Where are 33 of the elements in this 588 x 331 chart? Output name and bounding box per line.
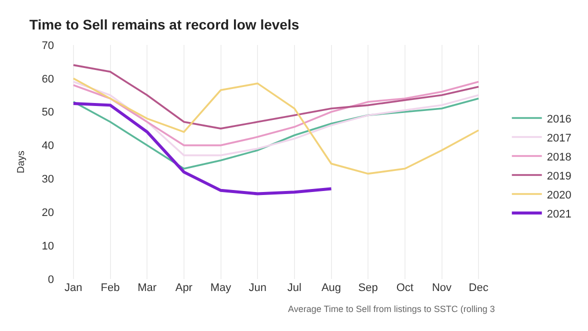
text: Average Time to Sell from listings to SSTC (rolling 3 [288, 304, 495, 314]
x-tick-label: Aug [321, 282, 342, 294]
line-series [72, 64, 480, 130]
x-tick-label: Apr [175, 282, 193, 294]
x-tick-label: Mar [138, 282, 157, 294]
y-tick-label: 40 [42, 140, 54, 152]
legend-label: 2016 [546, 113, 572, 126]
x-tick-label: Dec [468, 282, 489, 294]
x-tick-label: May [210, 282, 232, 294]
legend-label: 2021 [546, 208, 572, 220]
legend-label: 2018 [546, 151, 572, 164]
y-tick-label: 30 [42, 174, 54, 186]
legend-label: 2017 [546, 132, 572, 144]
x-tick-label: Nov [432, 282, 452, 294]
x-tick-label: Sep [358, 282, 378, 294]
y-tick-label: 70 [42, 40, 54, 52]
legend-label: 2020 [546, 189, 572, 202]
line-series [72, 102, 333, 196]
chart-title: Time to Sell remains at record low levels [29, 16, 300, 33]
legend-label: 2019 [546, 170, 572, 182]
x-tick-label: Jul [287, 282, 302, 294]
line-series [72, 98, 480, 170]
line-series [72, 78, 480, 175]
y-axis-title: Days [16, 150, 27, 174]
y-tick-label: 0 [48, 274, 54, 286]
x-tick-label: Jan [64, 282, 82, 294]
x-tick-label: Jun [248, 282, 266, 294]
y-tick-label: 50 [42, 106, 54, 119]
y-tick-label: 60 [42, 73, 54, 86]
y-tick-label: 10 [42, 240, 54, 252]
x-tick-label: Oct [396, 282, 414, 294]
x-tick-label: Feb [100, 282, 120, 294]
y-tick-label: 20 [42, 206, 54, 219]
